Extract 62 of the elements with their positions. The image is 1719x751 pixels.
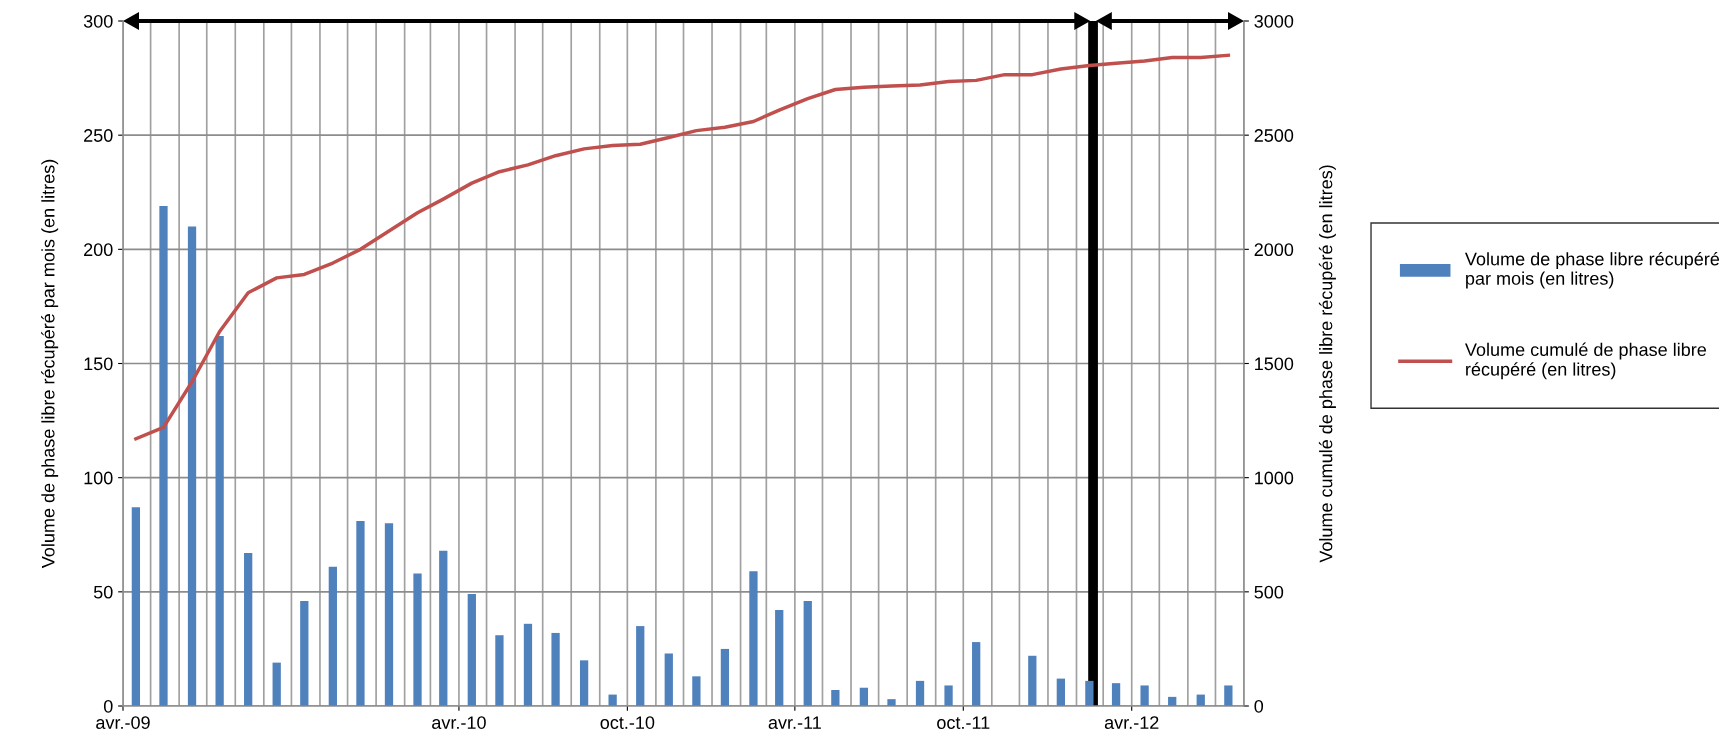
y2-tick-label: 1500 bbox=[1255, 357, 1294, 371]
bar bbox=[1224, 685, 1233, 706]
y-tick-label: 100 bbox=[84, 471, 113, 485]
bar bbox=[915, 680, 925, 706]
y-tick-label: 200 bbox=[84, 243, 113, 257]
bar bbox=[944, 685, 953, 706]
x-tick-label: avr.-12 bbox=[1104, 716, 1159, 729]
bar bbox=[664, 653, 673, 706]
bar bbox=[803, 600, 812, 706]
y-axis-title: Volume de phase libre récupéré par mois (en litres) bbox=[41, 159, 59, 569]
legend-label: Volume de phase libre récupéré par mois (en litres) bbox=[1465, 251, 1719, 289]
bar bbox=[972, 642, 981, 706]
bar bbox=[467, 594, 476, 706]
y2-tick-label: 2500 bbox=[1254, 129, 1294, 142]
bar bbox=[187, 226, 197, 706]
bar bbox=[1028, 655, 1037, 706]
line-series bbox=[134, 53, 1231, 441]
bar bbox=[272, 662, 281, 706]
bar bbox=[495, 635, 504, 706]
bar bbox=[887, 699, 896, 706]
bar bbox=[720, 648, 730, 706]
bar bbox=[215, 336, 224, 706]
bar bbox=[1140, 685, 1149, 706]
y2-axis-title: Volume cumulé de phase libre récupéré (en litres) bbox=[1318, 165, 1336, 563]
bar bbox=[831, 690, 840, 706]
bar bbox=[131, 507, 141, 706]
bar bbox=[244, 553, 253, 706]
bar bbox=[749, 571, 758, 706]
bar bbox=[608, 694, 617, 706]
x-tick-label: avr.-09 bbox=[96, 716, 150, 729]
x-tick-label: avr.-11 bbox=[768, 716, 821, 729]
bar bbox=[1056, 678, 1065, 706]
y2-tick-label: 3000 bbox=[1254, 14, 1294, 28]
x-tick-label: avr.-10 bbox=[432, 716, 486, 729]
y-tick-label: 0 bbox=[103, 699, 113, 713]
bar bbox=[523, 623, 533, 706]
y2-tick-label: 1000 bbox=[1255, 471, 1294, 485]
bar bbox=[551, 632, 560, 706]
bar bbox=[1111, 683, 1121, 706]
bar bbox=[859, 687, 869, 706]
bar bbox=[300, 600, 309, 706]
y-tick-label: 300 bbox=[83, 14, 113, 28]
bar bbox=[159, 205, 168, 706]
bar bbox=[579, 660, 589, 706]
bar bbox=[1085, 680, 1094, 706]
y2-tick-label: 2000 bbox=[1254, 243, 1294, 257]
x-tick-label: oct.-11 bbox=[937, 716, 990, 729]
bar bbox=[775, 610, 784, 706]
y-tick-label: 250 bbox=[84, 129, 113, 142]
y2-tick-label: 0 bbox=[1254, 699, 1264, 713]
legend-label: Volume cumulé de phase libre récupéré (en litres) bbox=[1465, 342, 1707, 380]
bar bbox=[328, 566, 337, 706]
x-tick-label: oct.-10 bbox=[600, 716, 655, 729]
bar bbox=[384, 523, 394, 706]
bar bbox=[636, 626, 645, 706]
y2-tick-label: 500 bbox=[1254, 585, 1284, 599]
y-tick-label: 50 bbox=[93, 585, 113, 599]
y-tick-label: 150 bbox=[84, 357, 113, 371]
bar bbox=[413, 573, 422, 706]
bar bbox=[692, 676, 701, 706]
bar bbox=[439, 550, 448, 706]
bar bbox=[356, 521, 365, 706]
